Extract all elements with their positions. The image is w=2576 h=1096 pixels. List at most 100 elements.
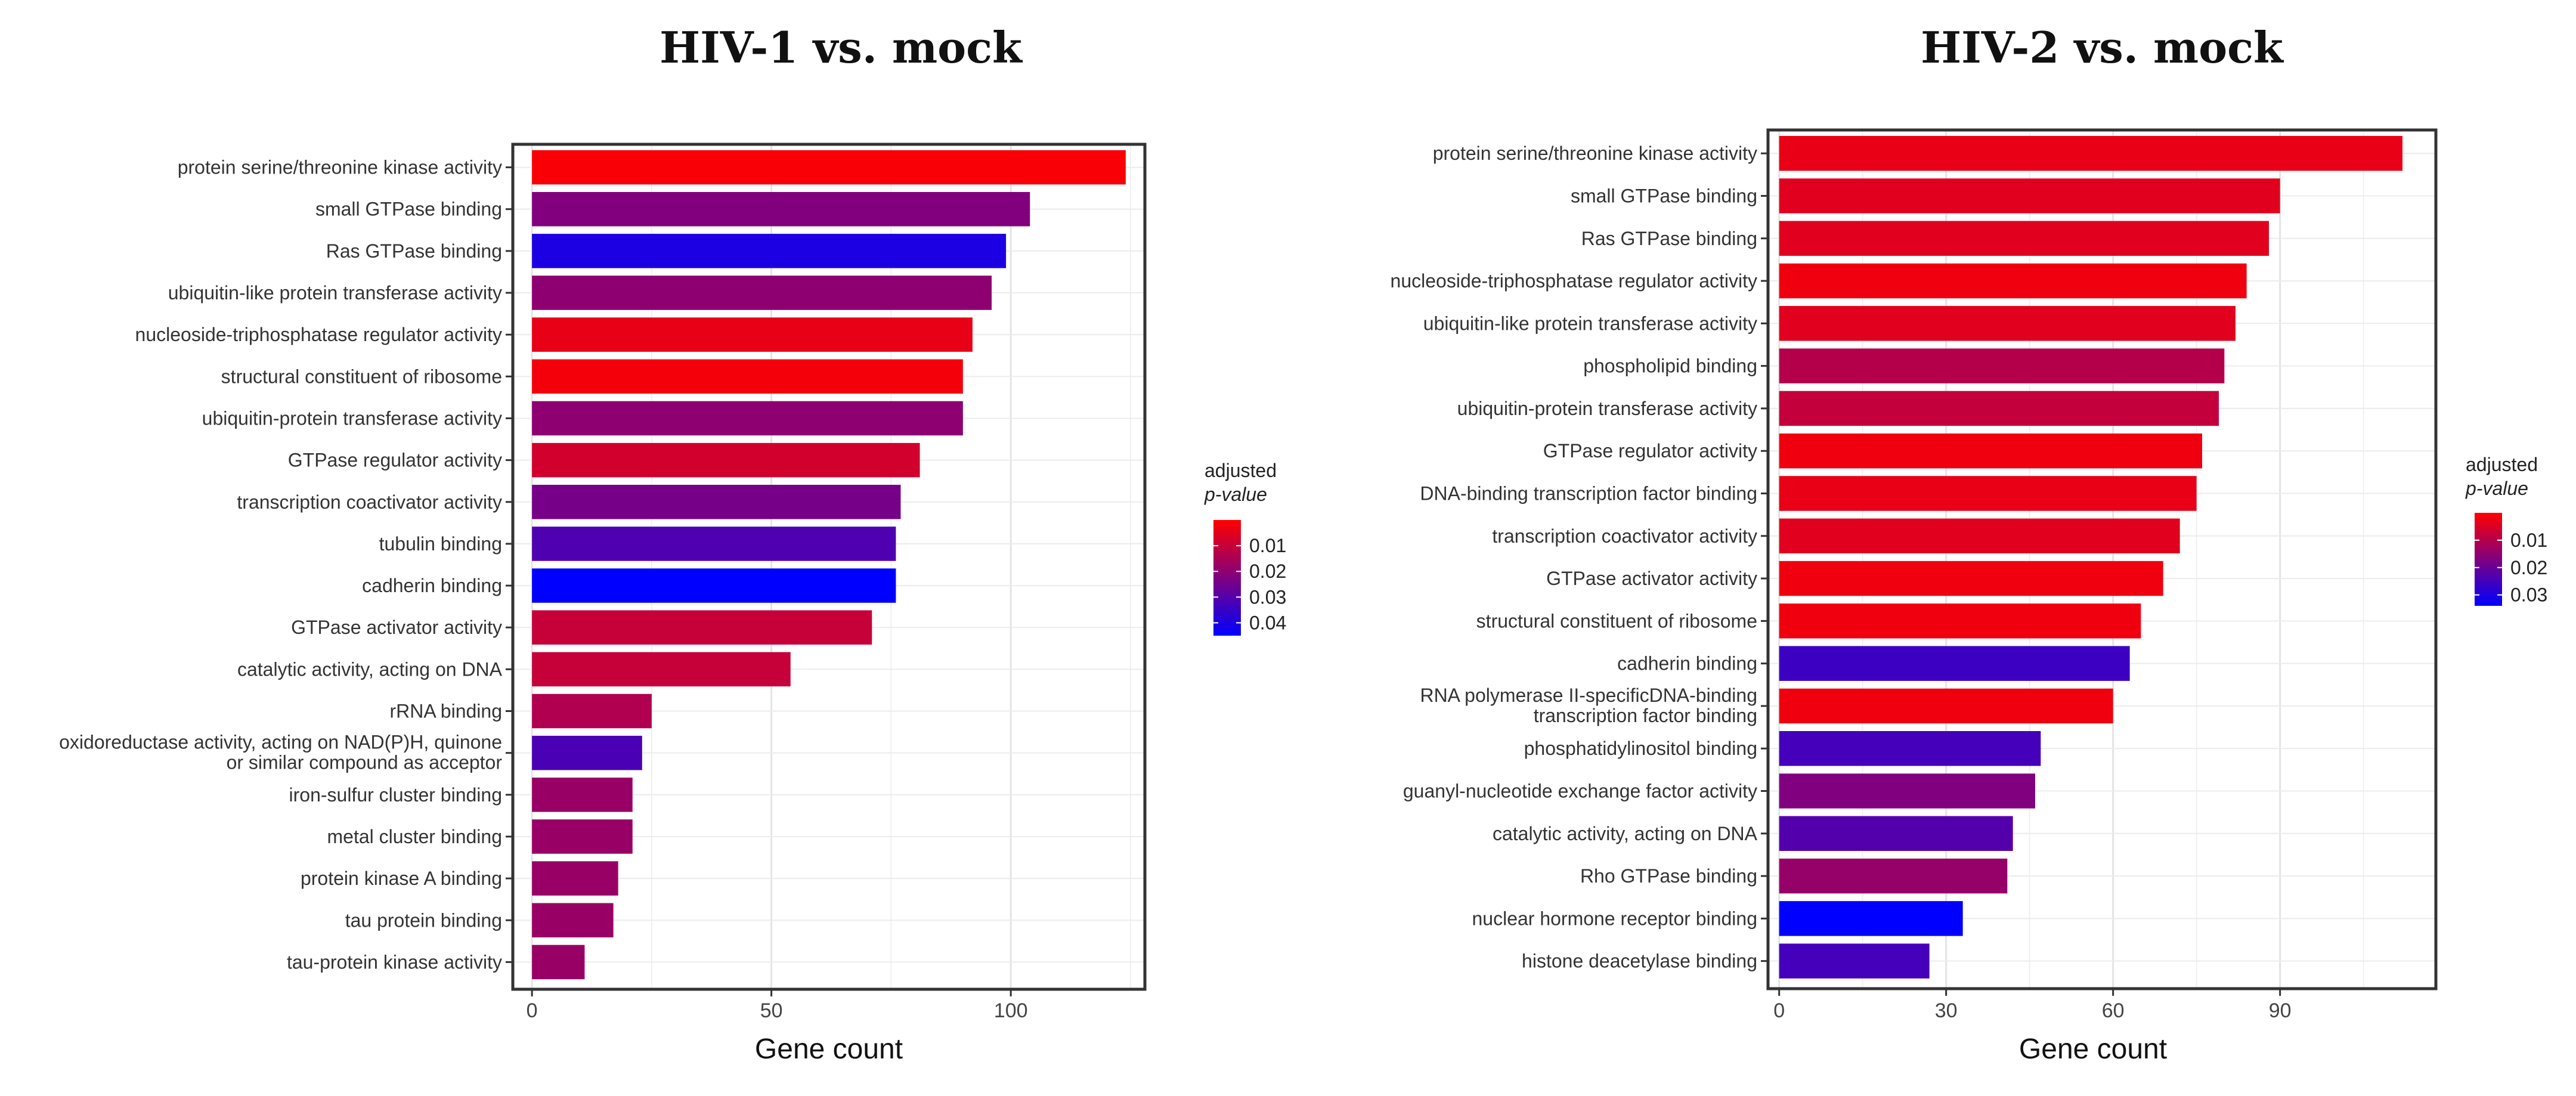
- bar: [532, 234, 1007, 268]
- bar: [1779, 603, 2141, 639]
- bar: [1779, 391, 2219, 426]
- x-tick-label: 90: [2269, 999, 2292, 1022]
- category-label: tau-protein kinase activity: [287, 951, 502, 973]
- bar: [1779, 901, 1963, 936]
- category-label: phospholipid binding: [1583, 355, 1757, 377]
- category-label: Ras GTPase binding: [1581, 228, 1757, 249]
- chart-panel-hiv2: HIV-2 vs. mock protein serine/threonine …: [1391, 22, 2548, 1065]
- category-label: ubiquitin-protein transferase activity: [202, 407, 502, 429]
- category-label: protein serine/threonine kinase activity: [1433, 143, 1757, 164]
- category-label: oxidoreductase activity, acting on NAD(P…: [59, 732, 502, 773]
- x-tick-label: 0: [1773, 999, 1785, 1022]
- category-label: histone deacetylase binding: [1522, 951, 1757, 972]
- legend-title-line2: p-value: [2465, 478, 2528, 499]
- category-label: DNA-binding transcription factor binding: [1420, 483, 1757, 504]
- category-label: ubiquitin-like protein transferase activ…: [1423, 312, 1757, 334]
- category-label: small GTPase binding: [315, 199, 502, 220]
- category-label: nucleoside-triphosphatase regulator acti…: [135, 324, 502, 345]
- category-label: structural constituent of ribosome: [221, 366, 502, 387]
- x-tick-label: 100: [994, 999, 1028, 1022]
- legend-colorbar: 0.01 0.02 0.03 0.04: [1213, 520, 1286, 636]
- x-axis-ticks: 0 50 100: [527, 989, 1028, 1022]
- legend-title-line1: adjusted: [1205, 460, 1277, 481]
- bar: [1779, 561, 2163, 596]
- bar: [1779, 178, 2280, 213]
- category-label: nucleoside-triphosphatase regulator acti…: [1391, 270, 1757, 292]
- category-label: metal cluster binding: [327, 826, 502, 847]
- bar: [532, 610, 872, 645]
- legend-gradient-bar: [1213, 520, 1241, 636]
- category-label: structural constituent of ribosome: [1476, 610, 1757, 631]
- category-labels: protein serine/threonine kinase activity…: [59, 157, 513, 973]
- bar: [1779, 688, 2113, 724]
- legend-title-line1: adjusted: [2466, 454, 2538, 475]
- color-legend: adjusted p-value 0.01 0.02 0.03: [2465, 454, 2547, 606]
- category-label: ubiquitin-like protein transferase activ…: [168, 282, 502, 304]
- bar: [532, 317, 973, 352]
- bar: [532, 945, 585, 980]
- category-label: catalytic activity, acting on DNA: [237, 658, 503, 680]
- category-label: phosphatidylinositol binding: [1524, 738, 1757, 759]
- bar-group: [532, 150, 1126, 980]
- bar: [532, 485, 901, 519]
- bar: [532, 903, 614, 938]
- legend-tick-label: 0.01: [1249, 535, 1286, 556]
- bar: [532, 861, 618, 896]
- bar: [532, 778, 633, 812]
- bar: [532, 191, 1030, 227]
- chart-panel-hiv1: HIV-1 vs. mock protein serine/threonine …: [59, 22, 1286, 1065]
- category-label: GTPase regulator activity: [1543, 440, 1757, 462]
- category-label: cadherin binding: [1617, 653, 1757, 674]
- bar: [532, 275, 992, 310]
- bar: [1779, 773, 2035, 809]
- category-label: ubiquitin-protein transferase activity: [1457, 398, 1757, 419]
- category-label: Ras GTPase binding: [326, 240, 502, 262]
- bar: [1779, 731, 2041, 766]
- bar: [1779, 221, 2269, 256]
- category-label: tau protein binding: [345, 909, 502, 931]
- category-label: catalytic activity, acting on DNA: [1493, 823, 1758, 844]
- category-label: rRNA binding: [389, 701, 502, 722]
- category-label: RNA polymerase II-specificDNA-binding tra…: [1420, 685, 1757, 726]
- category-label: protein kinase A binding: [301, 868, 502, 889]
- category-label: GTPase regulator activity: [288, 450, 502, 471]
- category-label: Rho GTPase binding: [1580, 865, 1757, 887]
- plot-border: [1766, 128, 2438, 990]
- bar: [532, 652, 791, 687]
- bar: [1779, 646, 2130, 681]
- bar: [532, 693, 652, 729]
- category-label: GTPase activator activity: [1546, 568, 1757, 589]
- legend-colorbar: 0.01 0.02 0.03: [2475, 513, 2547, 606]
- category-label: cadherin binding: [362, 575, 502, 596]
- plot-border: [511, 143, 1147, 991]
- legend-tick-label: 0.02: [1249, 561, 1286, 582]
- bar: [532, 568, 896, 603]
- legend-tick-label: 0.01: [2510, 530, 2547, 551]
- chart-title: HIV-2 vs. mock: [1921, 22, 2284, 73]
- x-tick-label: 0: [527, 999, 538, 1022]
- category-label: iron-sulfur cluster binding: [289, 784, 503, 806]
- category-label: small GTPase binding: [1571, 185, 1757, 206]
- bar: [1779, 348, 2225, 383]
- bar: [1779, 518, 2180, 554]
- x-axis-title: Gene count: [2019, 1033, 2167, 1065]
- chart-title: HIV-1 vs. mock: [660, 22, 1023, 73]
- bar: [1779, 135, 2402, 171]
- category-label: GTPase activator activity: [291, 617, 502, 638]
- legend-tick-label: 0.02: [2510, 557, 2547, 578]
- category-label: protein serine/threonine kinase activity: [178, 157, 502, 178]
- bar: [1779, 306, 2236, 341]
- category-label: nuclear hormone receptor binding: [1472, 908, 1757, 929]
- bar: [532, 150, 1126, 185]
- bar: [1779, 816, 2013, 852]
- x-axis-title: Gene count: [755, 1033, 903, 1065]
- bar: [1779, 433, 2202, 469]
- category-labels: protein serine/threonine kinase activity…: [1391, 143, 1768, 972]
- color-legend: adjusted p-value 0.01 0.02 0.03 0.04: [1204, 460, 1286, 636]
- bar: [1779, 858, 2008, 894]
- bar: [1779, 476, 2197, 511]
- bar: [1779, 943, 1930, 979]
- x-axis-ticks: 0 30 60 90: [1773, 989, 2292, 1022]
- bar: [1779, 263, 2247, 299]
